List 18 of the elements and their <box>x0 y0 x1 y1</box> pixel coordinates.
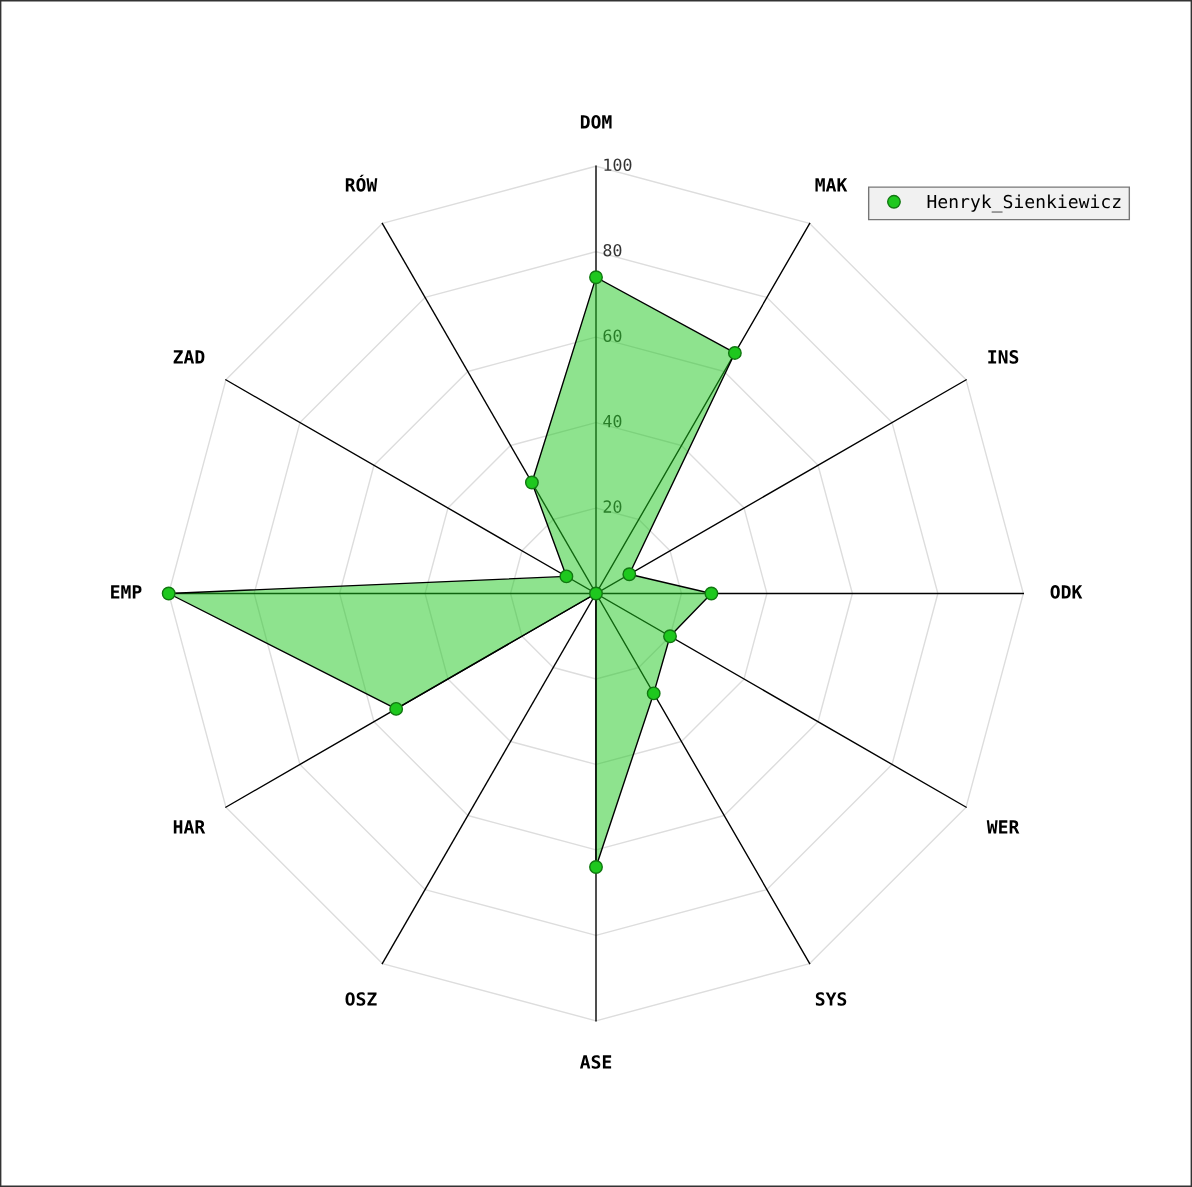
spoke-label: ODK <box>1050 585 1083 599</box>
y-tick-label: 60 <box>603 329 622 342</box>
spoke-label: ASE <box>579 1055 612 1069</box>
spoke-label: EMP <box>111 585 142 599</box>
spoke-label: ZAD <box>173 350 205 364</box>
y-tick-label: 100 <box>604 158 632 172</box>
spoke-label: WER <box>986 820 1020 834</box>
legend-label: Henryk_Sienkiewicz <box>927 194 1121 213</box>
spoke-label: HAR <box>173 820 206 834</box>
spoke-label: RÓW <box>345 174 378 192</box>
y-tick-label: 20 <box>603 500 622 513</box>
y-tick-label: 80 <box>603 243 622 257</box>
spoke-label: INS <box>988 350 1019 364</box>
y-tick-label: 40 <box>603 414 622 428</box>
spoke-label: DOM <box>580 115 612 129</box>
spoke-label: MAK <box>815 178 848 192</box>
spoke-label: SYS <box>815 992 847 1006</box>
spoke-label: OSZ <box>345 992 377 1006</box>
